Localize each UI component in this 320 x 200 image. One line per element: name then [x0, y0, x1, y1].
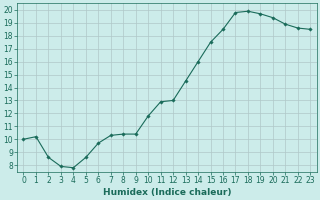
X-axis label: Humidex (Indice chaleur): Humidex (Indice chaleur): [103, 188, 231, 197]
